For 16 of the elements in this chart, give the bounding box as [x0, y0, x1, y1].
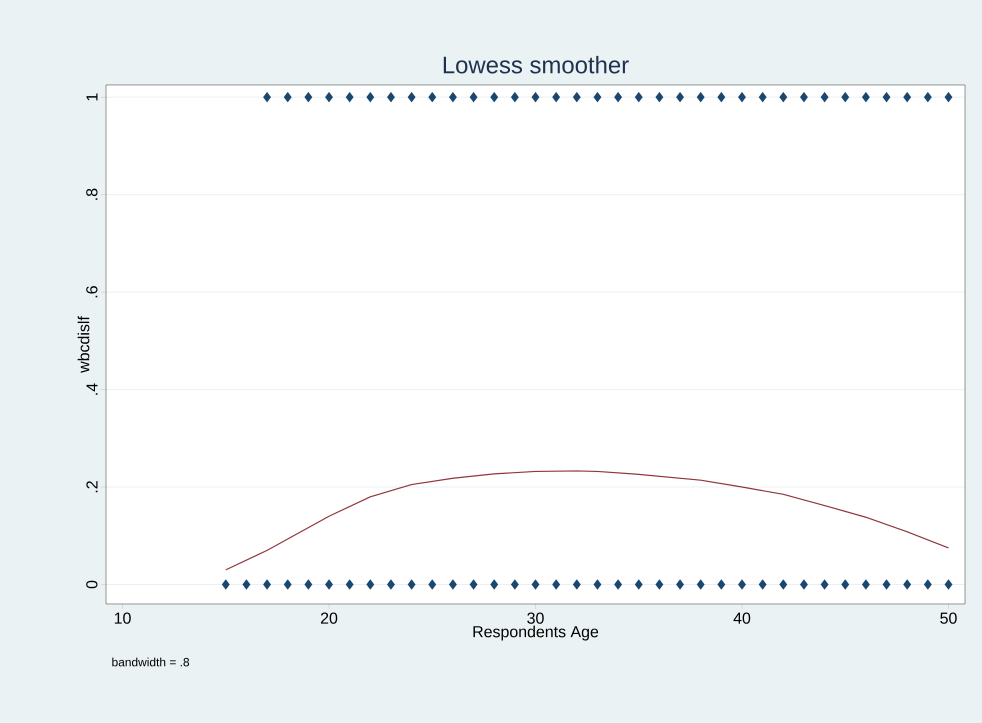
x-tick-label: 10 [114, 612, 131, 624]
x-tick-label: 30 [527, 612, 544, 624]
y-axis-title: wbcdislf [78, 316, 90, 373]
text: bandwidth = .8 [112, 658, 190, 666]
y-tick-label: .6 [86, 286, 98, 298]
y-tick-label: 0 [86, 580, 98, 588]
y-tick-label: .4 [86, 383, 98, 395]
line-series [225, 470, 950, 570]
x-axis-title: Respondents Age [473, 626, 598, 640]
x-tick-label: 20 [320, 612, 338, 624]
y-tick-label: .8 [86, 188, 98, 200]
chart-title: Lowess smoother [444, 56, 629, 74]
y-tick-label: .2 [86, 481, 98, 492]
x-tick-label: 50 [940, 612, 957, 624]
x-tick-label: 40 [733, 612, 750, 624]
y-tick-label: 1 [86, 94, 98, 100]
